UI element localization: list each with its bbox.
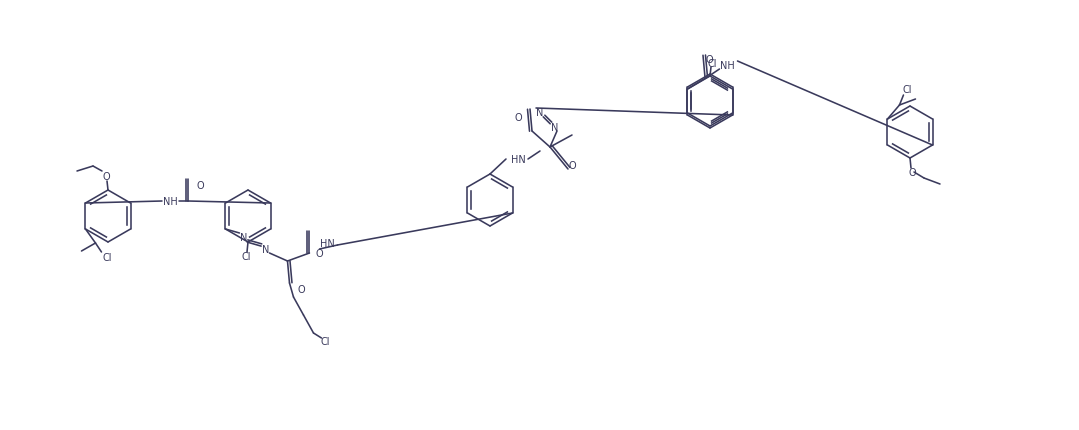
Text: O: O xyxy=(196,181,204,190)
Text: Cl: Cl xyxy=(320,336,330,346)
Text: O: O xyxy=(569,161,576,171)
Text: NH: NH xyxy=(720,61,735,71)
Text: Cl: Cl xyxy=(242,252,250,261)
Text: O: O xyxy=(706,55,713,65)
Text: Cl: Cl xyxy=(903,85,912,95)
Text: N: N xyxy=(262,244,269,255)
Text: N: N xyxy=(240,233,247,243)
Text: N: N xyxy=(551,123,559,133)
Text: O: O xyxy=(298,284,305,294)
Text: O: O xyxy=(515,113,522,123)
Text: HN: HN xyxy=(320,239,334,249)
Text: NH: NH xyxy=(163,197,177,206)
Text: O: O xyxy=(909,168,916,178)
Text: O: O xyxy=(103,172,110,181)
Text: Cl: Cl xyxy=(707,59,716,69)
Text: Cl: Cl xyxy=(103,252,112,262)
Text: O: O xyxy=(316,249,324,258)
Text: N: N xyxy=(536,108,544,118)
Text: HN: HN xyxy=(510,155,525,165)
